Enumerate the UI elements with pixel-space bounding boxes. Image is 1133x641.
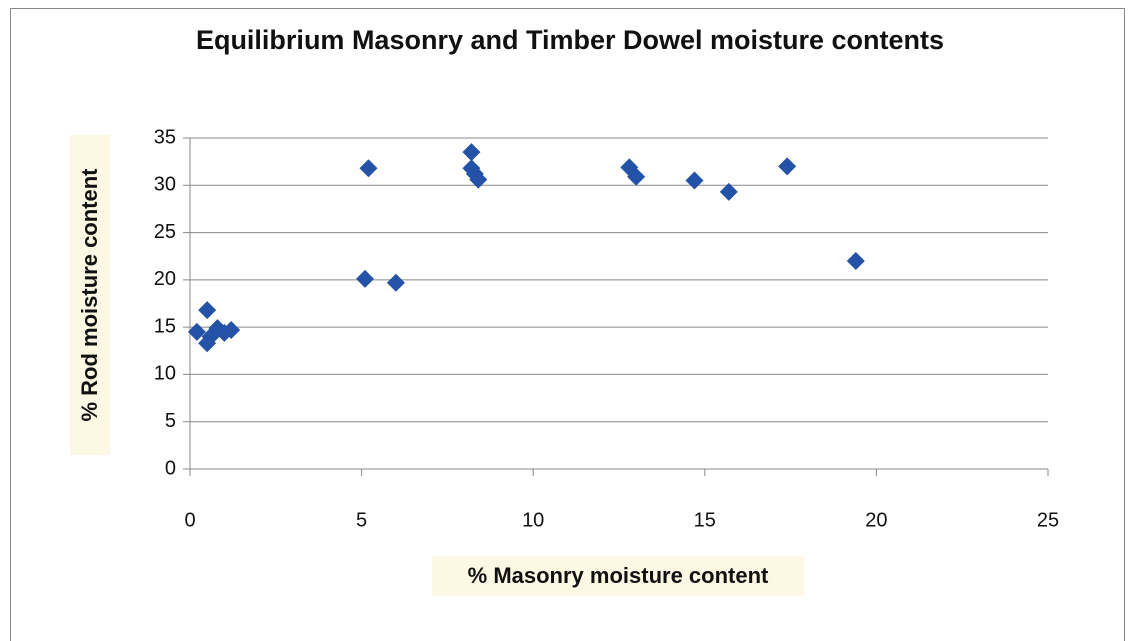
y-tick-label: 20 (154, 268, 176, 290)
y-tick-label: 5 (165, 410, 176, 432)
y-axis-title-box: % Rod moisture content (70, 135, 110, 455)
y-tick-label: 25 (154, 221, 176, 243)
x-tick-label: 5 (356, 509, 367, 531)
point (222, 320, 241, 339)
point (386, 273, 405, 292)
x-tick-label: 25 (1037, 509, 1059, 531)
chart-title: Equilibrium Masonry and Timber Dowel moi… (195, 25, 945, 55)
x-tick-label: 20 (865, 509, 887, 531)
x-tick-label: 0 (184, 509, 195, 531)
point (356, 269, 375, 288)
y-tick-label: 0 (165, 457, 176, 479)
point (719, 182, 738, 201)
point (198, 301, 217, 320)
y-tick-label: 15 (154, 315, 176, 337)
x-tick-label: 10 (522, 509, 544, 531)
chart-frame (10, 8, 1125, 641)
point (359, 159, 378, 178)
y-tick-label: 10 (154, 363, 176, 385)
point (685, 171, 704, 190)
point (778, 157, 797, 176)
x-tick-label: 15 (694, 509, 716, 531)
point (469, 170, 488, 189)
point (187, 322, 206, 341)
x-axis-title: % Masonry moisture content (432, 556, 804, 596)
point (627, 167, 646, 186)
y-tick-label: 35 (154, 126, 176, 148)
point (462, 143, 481, 162)
y-tick-label: 30 (154, 174, 176, 196)
point (846, 251, 865, 270)
